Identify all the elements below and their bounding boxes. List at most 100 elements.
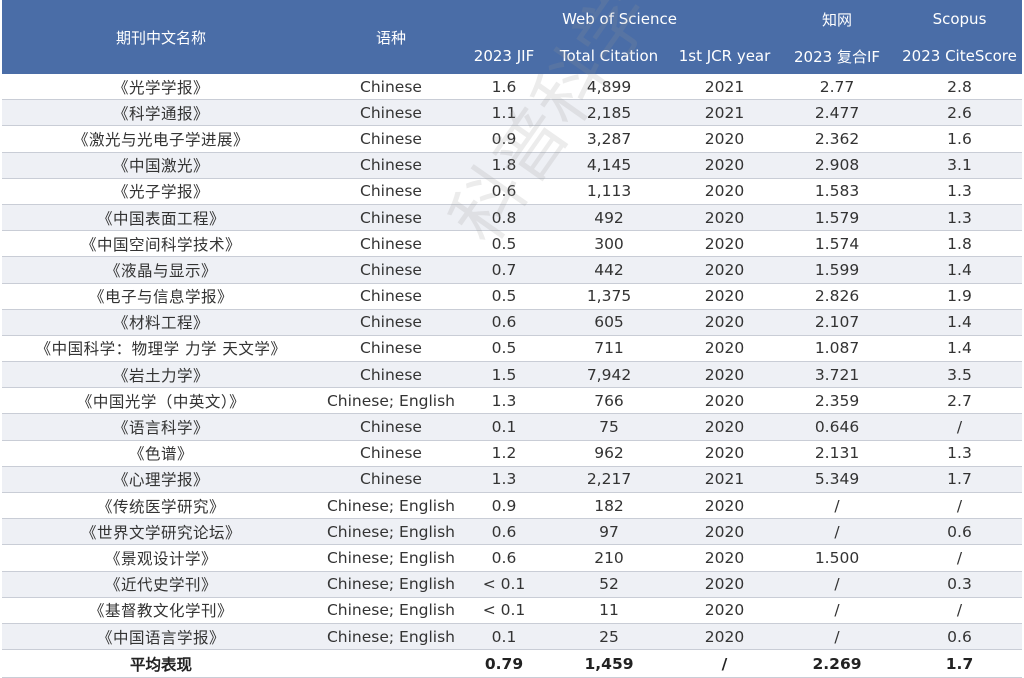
cell-cnki-if: 2.359 <box>777 387 897 415</box>
cell-cnki-if: 2.77 <box>777 74 897 101</box>
cell-journal-name: 《基督教文化学刊》 <box>2 597 320 624</box>
table-row: 《心理学报》 Chinese 1.3 2,217 2021 5.349 1.7 <box>2 466 1022 494</box>
table-row: 《激光与光电子学进展》 Chinese 0.9 3,287 2020 2.362 1.6 <box>2 125 1022 153</box>
table-row: 《基督教文化学刊》 Chinese; English < 0.1 11 2020// <box>2 597 1022 624</box>
cell-total-citation: 11 <box>546 597 672 624</box>
table-row: 《语言科学》 Chinese 0.1 75 2020 0.646/ <box>2 413 1022 441</box>
cell-jif: 1.6 <box>462 74 546 101</box>
cell-total-citation: 766 <box>546 387 672 415</box>
cell-total-citation: 711 <box>546 335 672 363</box>
table-row: 《光学学报》 Chinese 1.6 4,899 2021 2.77 2.8 <box>2 74 1022 101</box>
table-row: 《中国表面工程》 Chinese 0.8 492 2020 1.579 1.3 <box>2 204 1022 232</box>
cell-citescore: 2.7 <box>897 387 1022 415</box>
cell-first-jcr-year: 2020 <box>672 518 777 546</box>
cell-cnki-if: / <box>777 597 897 624</box>
cell-journal-name: 《科学通报》 <box>2 99 320 127</box>
header-scopus: Scopus <box>897 0 1022 38</box>
cell-language: Chinese <box>320 125 462 153</box>
table-row: 《景观设计学》 Chinese; English 0.6 210 2020 1.500/ <box>2 544 1022 572</box>
cell-language: Chinese <box>320 204 462 232</box>
header-total-citation: Total Citation <box>546 38 672 74</box>
header-jif: 2023 JIF <box>462 38 546 74</box>
cell-journal-name: 《岩土力学》 <box>2 361 320 389</box>
cell-cnki-if: / <box>777 571 897 598</box>
cell-citescore: 1.3 <box>897 178 1022 205</box>
cell-cnki-if: 1.579 <box>777 204 897 232</box>
cell-cnki-if: 1.574 <box>777 230 897 258</box>
cell-citescore: 1.6 <box>897 125 1022 153</box>
cell-journal-name: 《中国空间科学技术》 <box>2 230 320 258</box>
cell-language: Chinese <box>320 283 462 310</box>
cell-cnki-if: 1.599 <box>777 256 897 284</box>
cell-cnki-if: / <box>777 623 897 651</box>
cell-total-citation: 97 <box>546 518 672 546</box>
cell-cnki-if: 0.646 <box>777 413 897 441</box>
cell-citescore: 1.3 <box>897 204 1022 232</box>
average-cnki-if: 2.269 <box>777 649 897 678</box>
cell-first-jcr-year: 2020 <box>672 413 777 441</box>
cell-total-citation: 1,113 <box>546 178 672 205</box>
cell-cnki-if: 1.583 <box>777 178 897 205</box>
cell-journal-name: 《中国激光》 <box>2 152 320 179</box>
average-jcr-year: / <box>672 649 777 678</box>
cell-language: Chinese <box>320 440 462 467</box>
header-first-jcr-year: 1st JCR year <box>672 38 777 74</box>
cell-jif: 0.1 <box>462 413 546 441</box>
table-footer: 平均表现 0.79 1,459 / 2.269 1.7 <box>2 649 1022 678</box>
cell-journal-name: 《中国科学：物理学 力学 天文学》 <box>2 335 320 363</box>
cell-journal-name: 《心理学报》 <box>2 466 320 494</box>
cell-total-citation: 7,942 <box>546 361 672 389</box>
cell-citescore: 1.7 <box>897 466 1022 494</box>
cell-total-citation: 4,899 <box>546 74 672 101</box>
cell-citescore: 1.8 <box>897 230 1022 258</box>
average-citescore: 1.7 <box>897 649 1022 678</box>
cell-jif: 0.6 <box>462 178 546 205</box>
header-citescore: 2023 CiteScore <box>897 38 1022 74</box>
cell-citescore: 1.4 <box>897 335 1022 363</box>
cell-jif: < 0.1 <box>462 571 546 598</box>
cell-journal-name: 《电子与信息学报》 <box>2 283 320 310</box>
cell-language: Chinese <box>320 361 462 389</box>
average-label: 平均表现 <box>2 649 320 678</box>
cell-first-jcr-year: 2020 <box>672 152 777 179</box>
cell-cnki-if: / <box>777 518 897 546</box>
cell-total-citation: 25 <box>546 623 672 651</box>
cell-journal-name: 《激光与光电子学进展》 <box>2 125 320 153</box>
cell-jif: 0.5 <box>462 230 546 258</box>
cell-language: Chinese <box>320 152 462 179</box>
cell-first-jcr-year: 2020 <box>672 440 777 467</box>
cell-first-jcr-year: 2021 <box>672 74 777 101</box>
cell-language: Chinese; English <box>320 571 462 598</box>
average-jif: 0.79 <box>462 649 546 678</box>
table-row: 《液晶与显示》 Chinese 0.7 442 2020 1.599 1.4 <box>2 256 1022 284</box>
cell-total-citation: 300 <box>546 230 672 258</box>
cell-language: Chinese <box>320 74 462 101</box>
cell-first-jcr-year: 2020 <box>672 623 777 651</box>
cell-jif: 0.6 <box>462 544 546 572</box>
cell-citescore: 1.4 <box>897 309 1022 336</box>
cell-language: Chinese; English <box>320 387 462 415</box>
cell-first-jcr-year: 2020 <box>672 178 777 205</box>
header-cnki-composite-if: 2023 复合IF <box>777 38 897 74</box>
cell-cnki-if: 3.721 <box>777 361 897 389</box>
cell-cnki-if: 1.087 <box>777 335 897 363</box>
cell-cnki-if: / <box>777 492 897 520</box>
cell-language: Chinese; English <box>320 544 462 572</box>
cell-first-jcr-year: 2020 <box>672 256 777 284</box>
cell-language: Chinese; English <box>320 623 462 651</box>
cell-total-citation: 2,185 <box>546 99 672 127</box>
cell-journal-name: 《语言科学》 <box>2 413 320 441</box>
cell-jif: 0.9 <box>462 492 546 520</box>
cell-jif: 0.6 <box>462 518 546 546</box>
cell-citescore: 0.3 <box>897 571 1022 598</box>
cell-journal-name: 《光学学报》 <box>2 74 320 101</box>
cell-jif: 0.1 <box>462 623 546 651</box>
cell-citescore: / <box>897 492 1022 520</box>
cell-journal-name: 《中国光学（中英文）》 <box>2 387 320 415</box>
cell-language: Chinese <box>320 256 462 284</box>
table-row: 《光子学报》 Chinese 0.6 1,113 2020 1.583 1.3 <box>2 178 1022 205</box>
table-row: 《中国光学（中英文）》 Chinese; English 1.3 766 2020 2.3… <box>2 387 1022 415</box>
cell-jif: 0.5 <box>462 283 546 310</box>
cell-cnki-if: 5.349 <box>777 466 897 494</box>
